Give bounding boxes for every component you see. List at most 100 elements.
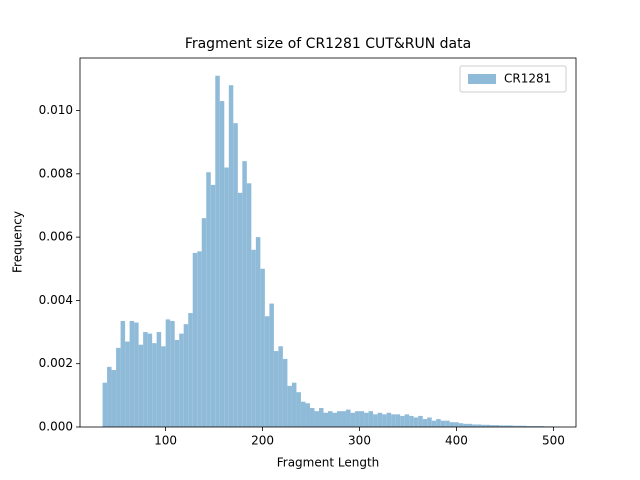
bar bbox=[517, 425, 522, 427]
bar bbox=[305, 403, 310, 427]
bar bbox=[490, 425, 495, 427]
bar bbox=[237, 192, 243, 427]
bar bbox=[291, 382, 297, 427]
bar bbox=[287, 385, 292, 427]
bar bbox=[309, 408, 315, 427]
bar bbox=[147, 333, 153, 427]
bar bbox=[355, 411, 360, 427]
bar bbox=[467, 423, 473, 427]
y-tick-label: 0.000 bbox=[39, 420, 73, 434]
bar bbox=[535, 426, 540, 427]
bar bbox=[391, 414, 396, 427]
bar bbox=[134, 322, 139, 427]
bar bbox=[323, 412, 328, 427]
bar bbox=[129, 320, 135, 427]
bar bbox=[219, 101, 225, 427]
bar bbox=[332, 412, 338, 427]
bar bbox=[526, 426, 531, 427]
bar bbox=[418, 415, 423, 427]
bar bbox=[481, 424, 486, 427]
bar bbox=[228, 85, 234, 427]
bar bbox=[508, 425, 513, 427]
bar bbox=[499, 425, 504, 427]
legend-box bbox=[459, 65, 567, 93]
bar bbox=[314, 411, 319, 427]
bar bbox=[368, 411, 374, 427]
bar bbox=[120, 320, 126, 427]
bar bbox=[156, 332, 162, 427]
y-axis-label: Frequency bbox=[11, 211, 25, 273]
x-tick-label: 500 bbox=[542, 434, 565, 448]
bar bbox=[116, 347, 121, 427]
x-axis-label: Fragment Length bbox=[277, 456, 380, 470]
bar bbox=[395, 414, 401, 427]
bar bbox=[224, 167, 229, 427]
bar bbox=[197, 251, 202, 427]
bar bbox=[359, 411, 365, 427]
bar bbox=[318, 408, 324, 427]
bar bbox=[246, 183, 252, 427]
bar bbox=[400, 415, 405, 427]
bar bbox=[404, 414, 410, 427]
bar bbox=[215, 75, 220, 427]
bar bbox=[183, 324, 189, 427]
bar bbox=[328, 411, 333, 427]
bar bbox=[192, 252, 198, 427]
bar bbox=[138, 344, 144, 427]
bar bbox=[346, 409, 351, 427]
bar bbox=[377, 412, 383, 427]
bar bbox=[251, 249, 256, 427]
bar bbox=[530, 426, 536, 427]
bar bbox=[300, 401, 306, 427]
bar bbox=[152, 343, 157, 427]
bar bbox=[427, 417, 432, 427]
bar bbox=[206, 172, 211, 427]
axes-frame bbox=[79, 57, 577, 428]
bar bbox=[210, 184, 216, 427]
bar bbox=[494, 425, 500, 427]
x-tick-label: 400 bbox=[445, 434, 468, 448]
bar bbox=[445, 420, 450, 427]
bar bbox=[111, 370, 117, 427]
bar bbox=[440, 420, 446, 427]
bar bbox=[350, 412, 356, 427]
bar bbox=[382, 414, 387, 427]
bar bbox=[503, 425, 509, 427]
bar bbox=[413, 417, 419, 427]
bar bbox=[201, 218, 207, 427]
bar bbox=[539, 426, 545, 427]
bar bbox=[125, 341, 130, 427]
bar bbox=[373, 414, 378, 427]
bar bbox=[422, 419, 428, 427]
bar bbox=[242, 161, 247, 427]
bar bbox=[170, 320, 175, 427]
bar bbox=[255, 237, 261, 427]
bar bbox=[233, 123, 238, 427]
bar bbox=[273, 351, 279, 427]
bar bbox=[107, 366, 112, 427]
bar bbox=[102, 382, 108, 427]
bar bbox=[165, 319, 171, 427]
bar bbox=[431, 420, 437, 427]
x-tick-label: 200 bbox=[251, 434, 274, 448]
bar bbox=[436, 419, 441, 427]
x-tick-label: 300 bbox=[348, 434, 371, 448]
bar bbox=[458, 423, 464, 427]
y-tick-label: 0.010 bbox=[39, 103, 73, 117]
bar bbox=[260, 268, 265, 427]
bar bbox=[476, 424, 482, 427]
bar bbox=[188, 313, 193, 427]
bar bbox=[449, 422, 455, 427]
bar bbox=[179, 333, 184, 427]
bar bbox=[485, 424, 491, 427]
y-tick-label: 0.004 bbox=[39, 293, 73, 307]
bar bbox=[278, 346, 283, 427]
bar bbox=[521, 425, 527, 427]
chart-title: Fragment size of CR1281 CUT&RUN data bbox=[185, 36, 471, 52]
bar bbox=[174, 339, 180, 427]
bar bbox=[143, 332, 148, 427]
legend-label: CR1281 bbox=[504, 72, 551, 86]
bar bbox=[269, 303, 274, 427]
bar bbox=[296, 392, 301, 427]
